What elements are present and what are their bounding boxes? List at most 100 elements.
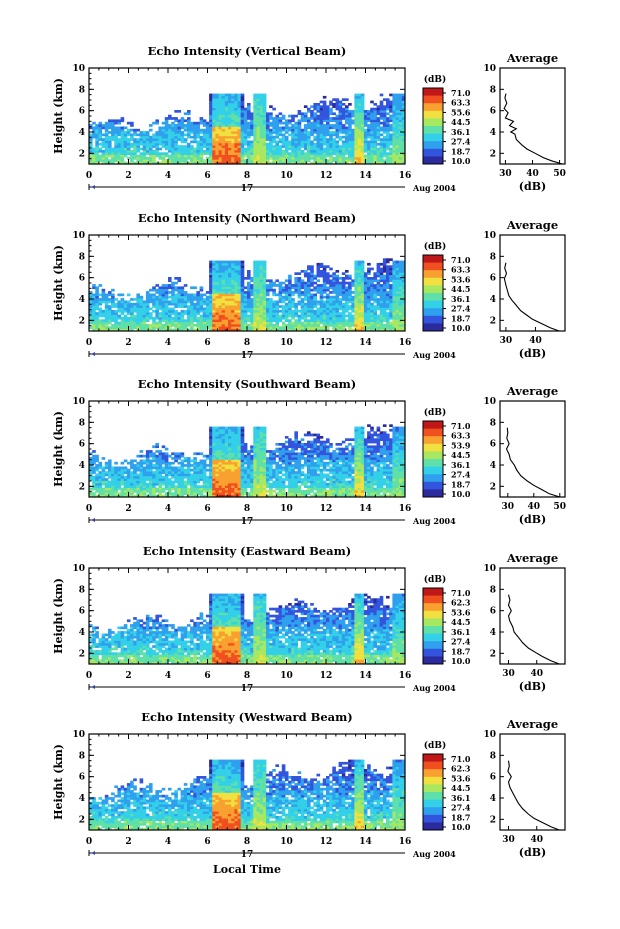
heatmap-cell	[237, 142, 242, 146]
heatmap-cell	[180, 126, 185, 130]
heatmap-cell	[215, 314, 219, 318]
heatmap-cell	[221, 107, 226, 111]
heatmap-cell	[177, 121, 182, 125]
heatmap-cell	[215, 126, 219, 130]
heatmap-cell	[395, 270, 400, 273]
heatmap-cell	[341, 126, 346, 130]
heatmap-cell	[392, 307, 396, 311]
heatmap-cell	[155, 326, 159, 329]
heatmap-cell	[300, 300, 305, 304]
heatmap-cell	[228, 142, 232, 146]
heatmap-cell	[351, 319, 355, 322]
heatmap-cell	[341, 295, 346, 299]
heatmap-cell	[401, 260, 406, 264]
heatmap-cell	[288, 152, 292, 155]
heatmap-cell	[218, 154, 223, 158]
heatmap-cell	[354, 95, 358, 99]
heatmap-cell	[345, 126, 349, 130]
heatmap-cell	[332, 314, 336, 318]
heatmap-cell	[259, 272, 264, 275]
heatmap-cell	[218, 286, 223, 290]
heatmap-cell	[269, 154, 273, 158]
heatmap-cell	[231, 117, 235, 120]
heatmap-cell	[341, 159, 346, 162]
heatmap-cell	[266, 279, 270, 283]
heatmap-cell	[101, 480, 106, 484]
heatmap-cell	[111, 314, 115, 318]
heatmap-cell	[401, 300, 406, 304]
heatmap-cell	[145, 468, 150, 472]
heatmap-cell	[234, 124, 238, 127]
heatmap-cell	[389, 305, 393, 308]
heatmap-cell	[259, 147, 264, 151]
heatmap-cell	[250, 291, 254, 294]
heatmap-cell	[111, 288, 115, 292]
heatmap-cell	[183, 305, 188, 308]
heatmap-cell	[316, 149, 321, 153]
heatmap-cell	[284, 302, 289, 306]
heatmap-cell	[269, 288, 273, 292]
heatmap-cell	[335, 298, 340, 301]
heatmap-cell	[101, 154, 106, 158]
heatmap-cell	[386, 154, 390, 158]
heatmap-cell	[190, 316, 194, 320]
heatmap-cell	[136, 307, 140, 311]
heatmap-cell	[152, 326, 156, 329]
heatmap-cell	[152, 133, 156, 137]
heatmap-cell	[250, 131, 254, 134]
heatmap-cell	[209, 135, 213, 139]
heatmap-cell	[224, 260, 229, 264]
heatmap-cell	[360, 140, 365, 144]
heatmap-cell	[395, 326, 400, 329]
heatmap-cell	[392, 321, 396, 325]
heatmap-cell	[326, 277, 330, 280]
heatmap-cell	[348, 305, 352, 308]
heatmap-cell	[256, 295, 261, 299]
heatmap-cell	[123, 324, 128, 327]
heatmap-cell	[345, 270, 349, 273]
heatmap-cell	[145, 490, 150, 493]
heatmap-cell	[332, 286, 336, 290]
heatmap-cell	[212, 100, 216, 104]
heatmap-cell	[275, 119, 279, 123]
heatmap-cell	[259, 293, 264, 297]
heatmap-cell	[395, 100, 400, 104]
heatmap-cell	[158, 326, 163, 329]
heatmap-cell	[177, 324, 182, 327]
heatmap-cell	[253, 124, 257, 127]
heatmap-cell	[266, 142, 270, 146]
heatmap-cell	[297, 149, 302, 153]
heatmap-cell	[284, 126, 289, 130]
heatmap-cell	[370, 112, 374, 116]
heatmap-cell	[357, 114, 362, 118]
heatmap-cell	[300, 149, 305, 153]
heatmap-cell	[272, 316, 276, 320]
heatmap-cell	[155, 482, 159, 486]
heatmap-cell	[326, 293, 330, 297]
heatmap-cell	[133, 305, 137, 308]
heatmap-cell	[224, 291, 229, 294]
heatmap-cell	[123, 494, 128, 498]
heatmap-cell	[130, 478, 134, 481]
heatmap-cell	[316, 302, 321, 306]
heatmap-cell	[354, 154, 358, 158]
colorbar-swatch	[423, 289, 443, 292]
heatmap-cell	[335, 121, 340, 125]
heatmap-cell	[95, 298, 99, 301]
heatmap-cell	[360, 270, 365, 273]
heatmap-cell	[111, 300, 115, 304]
heatmap-cell	[158, 321, 163, 325]
heatmap-cell	[243, 298, 248, 301]
heatmap-cell	[386, 103, 390, 106]
heatmap-cell	[224, 138, 229, 141]
heatmap-cell	[363, 324, 368, 327]
x-tick-label: 2	[125, 171, 131, 181]
heatmap-cell	[228, 112, 232, 116]
heatmap-cell	[177, 314, 182, 318]
heatmap-cell	[367, 149, 371, 153]
heatmap-cell	[310, 147, 314, 151]
heatmap-cell	[117, 149, 121, 153]
heatmap-cell	[345, 319, 349, 322]
heatmap-cell	[95, 319, 99, 322]
colorbar-swatch	[423, 124, 443, 127]
